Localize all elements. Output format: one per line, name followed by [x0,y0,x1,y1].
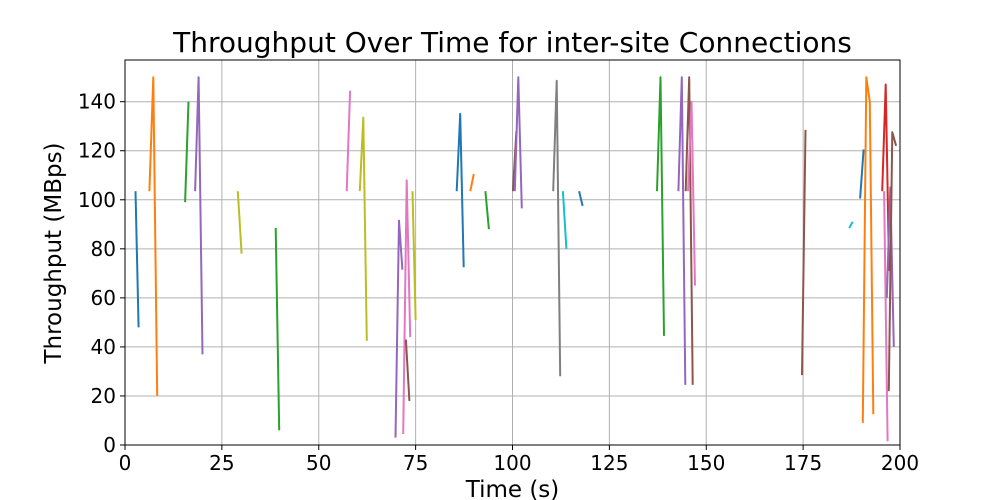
series-line-20 [578,190,584,207]
series-line-7 [345,90,352,192]
y-axis-label: Throughput (MBps) [41,142,67,364]
x-tick-label: 200 [881,451,919,475]
series-line-24 [687,100,696,286]
plot-frame [124,59,901,446]
series-line-8 [358,116,368,341]
series-line-11 [404,339,411,401]
series-line-17 [513,76,523,209]
x-tick-label: 100 [493,451,531,475]
axes [120,59,901,450]
y-tick-label: 120 [78,139,116,163]
y-tick-label: 80 [91,237,116,261]
series-line-5 [236,191,243,254]
series-line-9 [394,219,404,438]
y-tick-label: 0 [103,433,116,457]
series-line-28 [861,76,875,423]
series-line-19 [561,191,568,249]
x-tick-label: 175 [784,451,822,475]
series-line-29 [881,83,891,271]
series-line-4 [194,76,204,355]
series-line-25 [801,129,807,376]
series-line-10 [402,179,412,435]
series-line-23 [684,76,694,385]
series-line-26 [848,221,854,229]
x-tick-label: 25 [209,451,234,475]
series-line-18 [552,79,562,377]
x-tick-label: 125 [590,451,628,475]
series-line-30 [883,191,889,442]
x-axis-label: Time (s) [465,477,560,500]
series-line-2 [148,76,159,397]
y-tick-label: 60 [91,286,116,310]
y-tick-label: 40 [91,335,116,359]
series-line-6 [274,227,281,431]
series-line-15 [484,191,490,230]
series-line-21 [656,76,665,336]
series-line-12 [411,191,417,320]
series-group [134,76,898,442]
series-line-3 [184,101,190,203]
series-line-31 [885,186,895,347]
series-line-1 [134,191,140,328]
x-tick-label: 150 [687,451,725,475]
series-line-22 [677,76,687,385]
chart-title: Throughput Over Time for inter-site Conn… [172,26,852,59]
series-line-13 [455,112,465,268]
x-tick-label: 0 [119,451,132,475]
x-tick-label: 75 [403,451,428,475]
y-tick-label: 100 [78,188,116,212]
series-line-14 [469,173,475,192]
x-tick-label: 50 [306,451,331,475]
tick-labels: 0 25 50 75 100 125 150 175 200 0 20 40 60 80 100 120 140 [78,90,919,475]
series-line-32 [887,131,898,392]
y-tick-label: 20 [91,384,116,408]
y-tick-label: 140 [78,90,116,114]
series-line-27 [859,149,865,199]
